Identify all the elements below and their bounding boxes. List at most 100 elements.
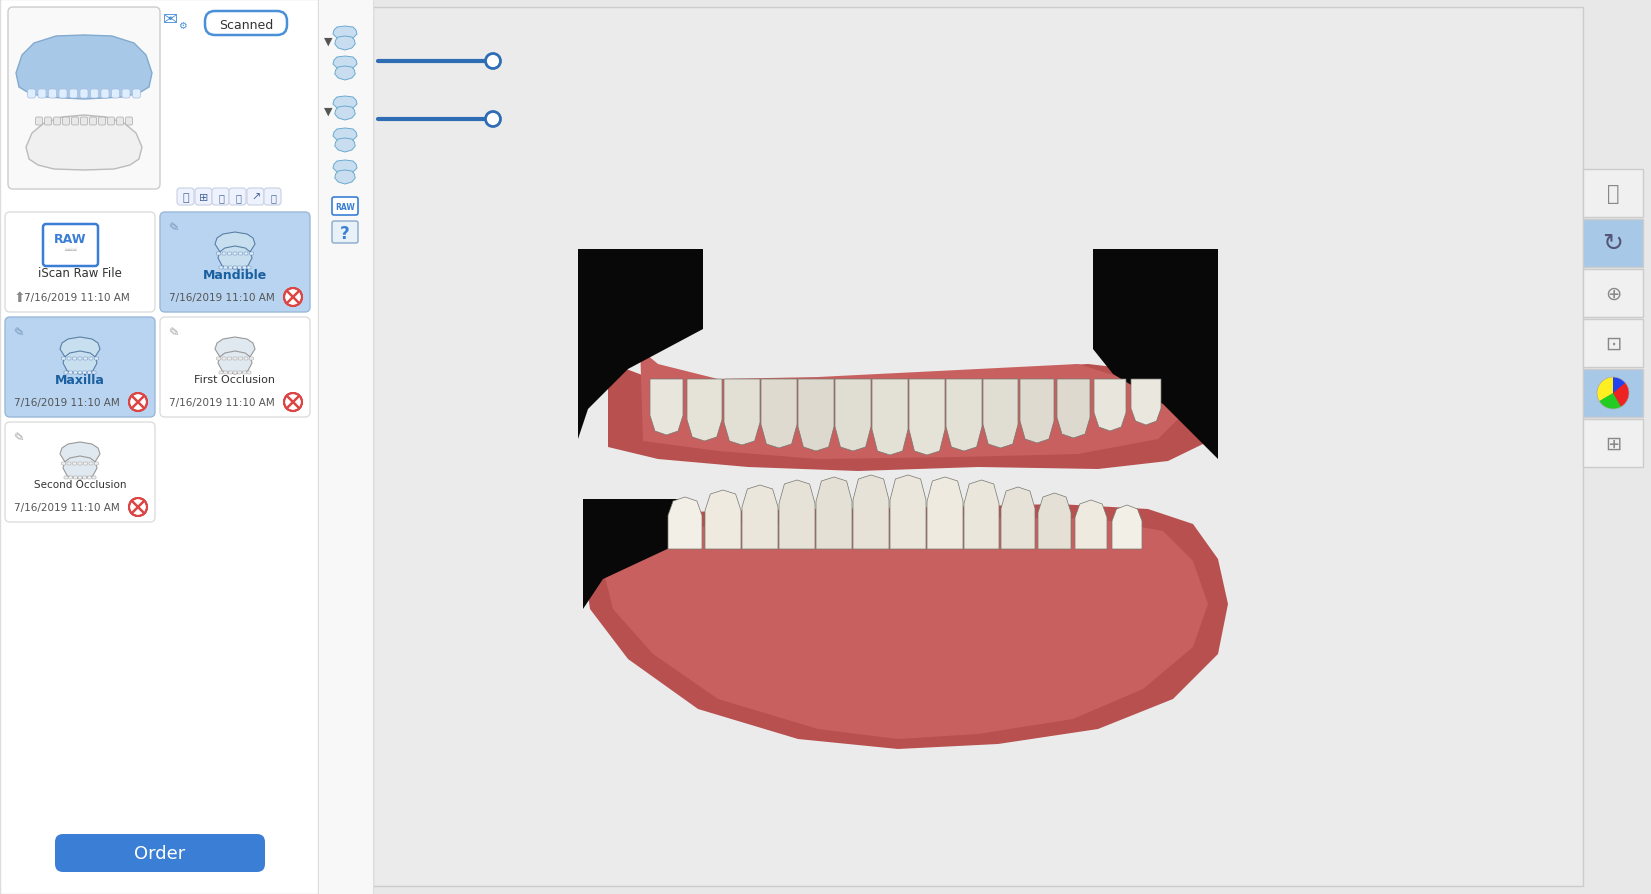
FancyBboxPatch shape [81, 118, 88, 126]
FancyBboxPatch shape [36, 118, 43, 126]
FancyBboxPatch shape [5, 423, 155, 522]
Polygon shape [218, 247, 253, 270]
FancyBboxPatch shape [195, 189, 211, 206]
FancyBboxPatch shape [160, 213, 310, 313]
FancyBboxPatch shape [220, 266, 223, 270]
Polygon shape [215, 338, 254, 360]
FancyBboxPatch shape [229, 189, 246, 206]
Polygon shape [218, 351, 253, 375]
Polygon shape [1093, 249, 1218, 460]
Polygon shape [872, 380, 908, 455]
FancyBboxPatch shape [244, 358, 248, 360]
FancyBboxPatch shape [61, 358, 66, 360]
Polygon shape [1131, 380, 1161, 426]
Polygon shape [215, 232, 254, 256]
FancyBboxPatch shape [238, 253, 243, 256]
Wedge shape [1613, 377, 1630, 401]
Polygon shape [854, 476, 888, 550]
Polygon shape [613, 280, 1184, 460]
Circle shape [129, 393, 147, 411]
FancyBboxPatch shape [54, 834, 266, 872]
FancyBboxPatch shape [248, 189, 264, 206]
Text: ⊡: ⊡ [1605, 334, 1621, 353]
Polygon shape [816, 477, 852, 550]
Text: iScan Raw File: iScan Raw File [38, 266, 122, 279]
FancyBboxPatch shape [125, 118, 132, 126]
FancyBboxPatch shape [78, 372, 83, 375]
Text: 7/16/2019 11:10 AM: 7/16/2019 11:10 AM [168, 292, 274, 303]
Text: Scanned: Scanned [220, 19, 272, 31]
Polygon shape [578, 255, 1209, 471]
FancyBboxPatch shape [101, 90, 109, 99]
FancyBboxPatch shape [83, 477, 86, 479]
FancyBboxPatch shape [243, 372, 246, 375]
FancyBboxPatch shape [91, 90, 99, 99]
FancyBboxPatch shape [94, 462, 99, 466]
Circle shape [485, 113, 500, 127]
Polygon shape [835, 380, 872, 451]
Text: 7/16/2019 11:10 AM: 7/16/2019 11:10 AM [168, 398, 274, 408]
Polygon shape [63, 457, 97, 479]
Text: 7/16/2019 11:10 AM: 7/16/2019 11:10 AM [25, 292, 130, 303]
FancyBboxPatch shape [78, 477, 83, 479]
Wedge shape [1597, 377, 1613, 401]
FancyBboxPatch shape [238, 372, 241, 375]
Polygon shape [910, 380, 944, 455]
FancyBboxPatch shape [61, 462, 66, 466]
FancyBboxPatch shape [73, 358, 76, 360]
FancyBboxPatch shape [233, 266, 238, 270]
FancyBboxPatch shape [88, 477, 91, 479]
Text: ▼: ▼ [324, 37, 332, 47]
Polygon shape [650, 380, 684, 435]
Text: Mandible: Mandible [203, 268, 267, 282]
Polygon shape [741, 485, 778, 550]
Text: ●: ● [1600, 379, 1626, 408]
Text: ✏: ✏ [163, 324, 180, 340]
Polygon shape [334, 97, 357, 111]
FancyBboxPatch shape [68, 462, 71, 466]
FancyBboxPatch shape [73, 477, 78, 479]
Polygon shape [1075, 501, 1108, 550]
FancyBboxPatch shape [5, 317, 155, 417]
FancyBboxPatch shape [243, 266, 246, 270]
FancyBboxPatch shape [63, 118, 69, 126]
Text: ═══: ═══ [64, 246, 76, 252]
Text: ⤢: ⤢ [1606, 184, 1620, 204]
FancyBboxPatch shape [228, 358, 231, 360]
Polygon shape [890, 476, 926, 550]
FancyBboxPatch shape [84, 462, 88, 466]
Bar [1583, 419, 1643, 468]
Bar [1583, 170, 1643, 218]
FancyBboxPatch shape [221, 358, 226, 360]
FancyBboxPatch shape [228, 372, 233, 375]
FancyBboxPatch shape [233, 372, 238, 375]
Bar [1583, 320, 1643, 367]
FancyBboxPatch shape [8, 8, 160, 190]
Text: ⚙: ⚙ [178, 21, 187, 31]
Polygon shape [1001, 487, 1035, 550]
Text: RAW: RAW [54, 232, 86, 245]
Circle shape [284, 289, 302, 307]
FancyBboxPatch shape [160, 317, 310, 417]
Polygon shape [335, 139, 355, 153]
FancyBboxPatch shape [43, 224, 97, 266]
Polygon shape [725, 380, 759, 445]
FancyBboxPatch shape [53, 118, 61, 126]
Polygon shape [946, 380, 982, 451]
FancyBboxPatch shape [84, 358, 88, 360]
Polygon shape [334, 161, 357, 175]
FancyBboxPatch shape [38, 90, 46, 99]
FancyBboxPatch shape [28, 90, 36, 99]
Polygon shape [964, 480, 999, 550]
Polygon shape [1057, 380, 1090, 439]
Text: RAW: RAW [335, 202, 355, 211]
Text: ⬆: ⬆ [13, 291, 25, 305]
FancyBboxPatch shape [73, 372, 78, 375]
Bar [1583, 369, 1643, 417]
Polygon shape [705, 491, 741, 550]
FancyBboxPatch shape [216, 358, 221, 360]
FancyBboxPatch shape [112, 90, 119, 99]
Bar [1583, 220, 1643, 267]
Polygon shape [797, 380, 834, 451]
FancyBboxPatch shape [71, 118, 79, 126]
